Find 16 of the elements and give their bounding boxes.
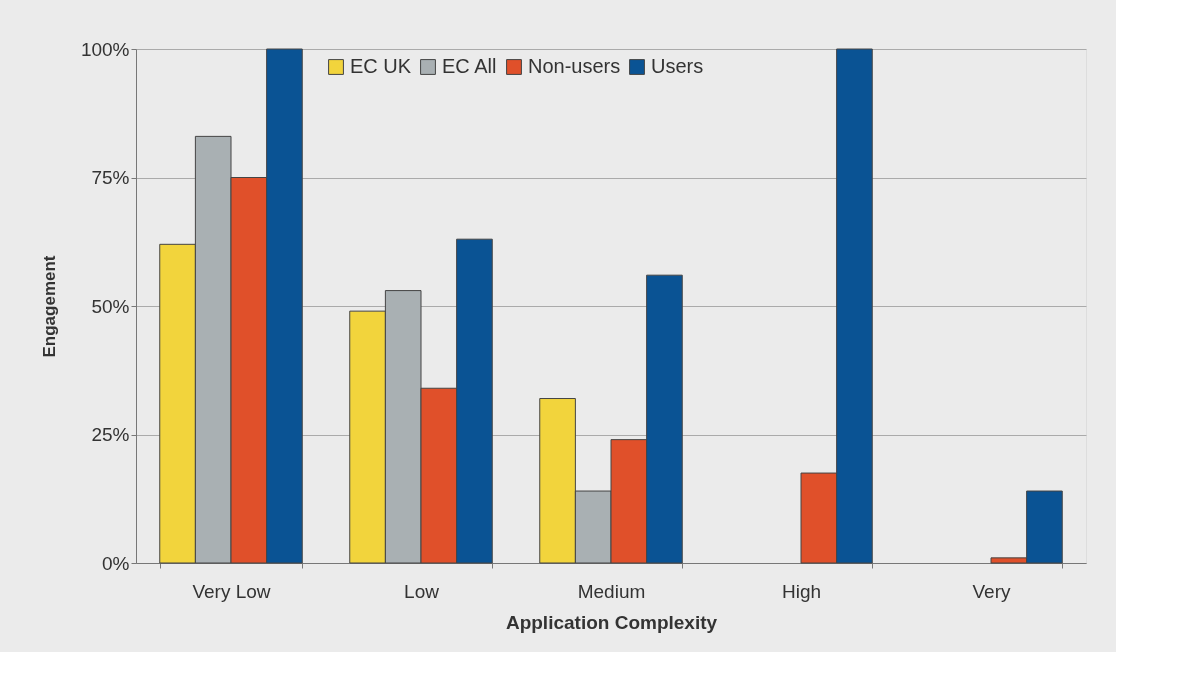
legend-label: EC UK	[350, 55, 412, 77]
legend-label: EC All	[442, 55, 497, 77]
y-tick-label: 75%	[91, 167, 130, 188]
x-tick-label: Low	[404, 580, 440, 602]
legend-label: Users	[651, 55, 704, 77]
y-axis-title: Engagement	[39, 255, 59, 358]
x-tick-label: Very Low	[192, 580, 271, 602]
x-tick-label: Medium	[577, 580, 646, 602]
x-tick-label: Very	[972, 580, 1011, 602]
y-tick-label: 25%	[91, 424, 130, 445]
y-tick-label: 100%	[80, 38, 130, 60]
x-tick-label: High	[781, 580, 822, 602]
x-axis-title: Application Complexity	[505, 611, 718, 633]
y-tick-label: 0%	[102, 552, 130, 574]
y-tick-label: 50%	[91, 295, 130, 317]
legend-label: Non-users	[528, 55, 621, 77]
